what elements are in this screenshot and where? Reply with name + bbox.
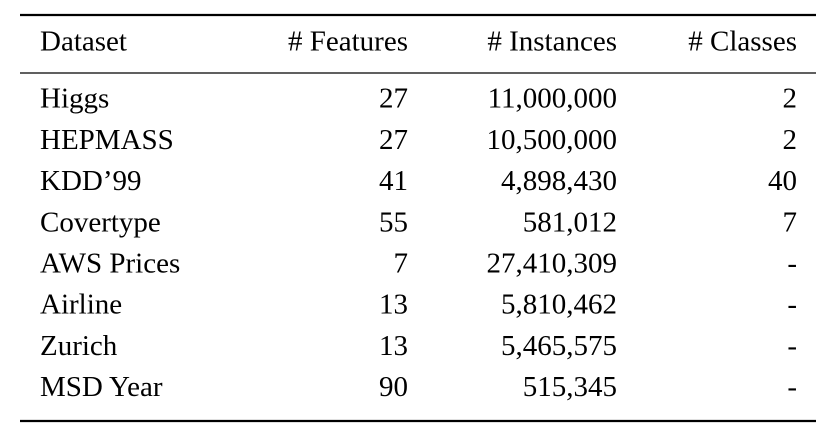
cell: 5,465,575 [501,330,617,362]
header-cell: # Features [288,26,408,58]
cell: 27 [379,124,408,156]
cell: 40 [768,165,797,197]
dataset-name: Airline [40,289,122,321]
dataset-name: AWS Prices [40,247,180,279]
cell: - [787,247,797,279]
dataset-name: HEPMASS [40,124,174,156]
header-cell: # Instances [487,26,617,58]
dataset-name: KDD’99 [40,165,142,197]
cell: 515,345 [523,371,617,403]
cell: 2 [783,83,798,115]
cell: - [787,330,797,362]
cell: 27 [379,83,408,115]
cell: 4,898,430 [501,165,617,197]
dataset-name: MSD Year [40,371,163,403]
cell: 11,000,000 [488,83,617,115]
dataset-name: Higgs [40,83,109,115]
cell: 90 [379,371,408,403]
cell: 2 [783,124,798,156]
cell: 581,012 [523,206,617,238]
cell: - [787,289,797,321]
cell: 41 [379,165,408,197]
cell: 10,500,000 [487,124,618,156]
header-cell: Dataset [40,26,127,58]
cell: 5,810,462 [501,289,617,321]
cell: 13 [379,330,408,362]
dataset-name: Covertype [40,206,161,238]
dataset-name: Zurich [40,330,118,362]
cell: 7 [783,206,798,238]
cell: 7 [394,247,409,279]
cell: 55 [379,206,408,238]
cell: - [787,371,797,403]
header-cell: # Classes [688,26,797,58]
cell: 13 [379,289,408,321]
cell: 27,410,309 [487,247,618,279]
